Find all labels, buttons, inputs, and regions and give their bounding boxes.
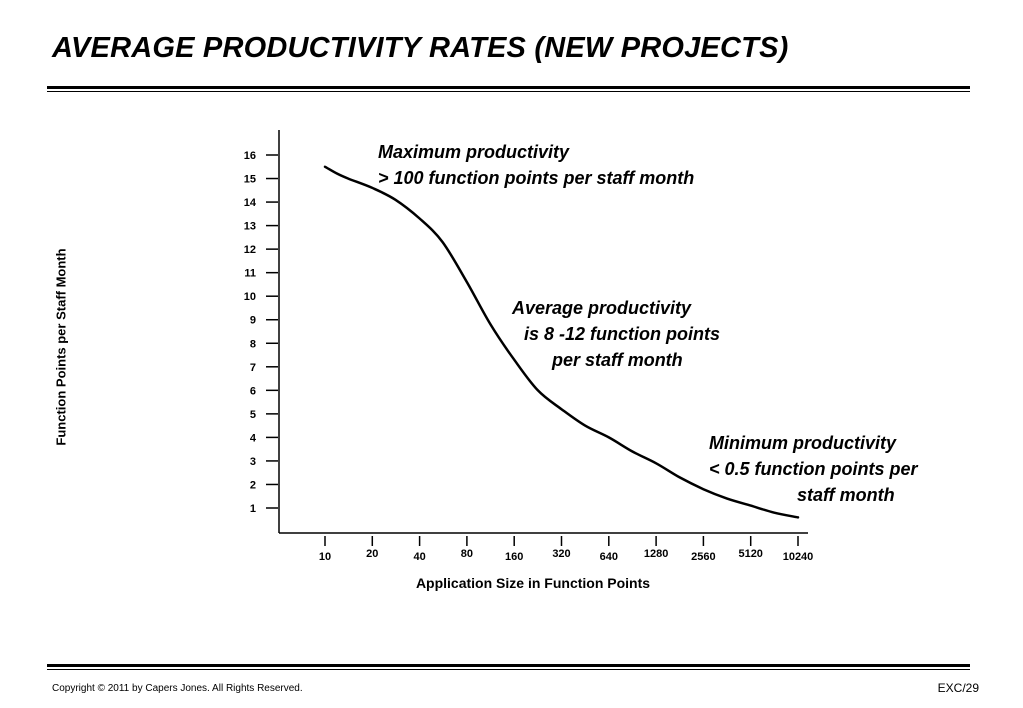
page-id: EXC/29 — [937, 681, 979, 695]
y-tick-label: 13 — [244, 221, 256, 233]
y-tick-label: 2 — [250, 479, 256, 491]
y-tick-label: 4 — [250, 432, 257, 444]
annotation-maximum-line2: > 100 function points per staff month — [378, 168, 695, 188]
x-tick-label: 10 — [319, 551, 331, 563]
annotation-average-line1: Average productivity — [512, 298, 692, 318]
annotation-minimum: Minimum productivity < 0.5 function poin… — [709, 430, 918, 508]
annotation-minimum-line3: staff month — [797, 485, 895, 505]
top-divider — [47, 86, 970, 89]
y-tick-label: 3 — [250, 456, 256, 468]
x-tick-label: 1280 — [644, 548, 668, 560]
x-tick-label: 40 — [413, 551, 425, 563]
y-tick-label: 9 — [250, 315, 256, 327]
y-tick-label: 10 — [244, 291, 256, 303]
bottom-divider — [47, 664, 970, 667]
x-tick-label: 160 — [505, 551, 523, 563]
annotation-maximum: Maximum productivity > 100 function poin… — [378, 139, 694, 191]
y-tick-label: 16 — [244, 150, 256, 162]
y-tick-label: 5 — [250, 409, 256, 421]
annotation-minimum-line1: Minimum productivity — [709, 433, 897, 453]
y-tick-label: 6 — [250, 385, 256, 397]
x-ticks: 10 20 40 80 160 320 640 1280 2560 5120 10240 — [319, 536, 813, 563]
top-divider-thin — [47, 91, 970, 92]
y-tick-label: 11 — [244, 268, 256, 280]
annotation-average-line2: is 8 -12 function points — [524, 324, 721, 344]
x-axis-label: Application Size in Function Points — [415, 575, 651, 591]
x-tick-label: 80 — [461, 548, 473, 560]
slide-title: AVERAGE PRODUCTIVITY RATES (NEW PROJECTS… — [52, 32, 789, 64]
y-axis-label: Function Points per Staff Month — [53, 248, 69, 446]
x-tick-label: 2560 — [691, 551, 715, 563]
y-tick-label: 15 — [244, 174, 256, 186]
y-tick-label: 14 — [244, 197, 257, 209]
annotation-average-line3: per staff month — [552, 350, 683, 370]
y-tick-label: 1 — [250, 503, 256, 515]
annotation-minimum-line2: < 0.5 function points per — [709, 459, 918, 479]
x-tick-label: 5120 — [738, 548, 762, 560]
x-tick-label: 640 — [600, 551, 618, 563]
copyright-notice: Copyright © 2011 by Capers Jones. All Ri… — [52, 683, 303, 694]
annotation-average: Average productivity is 8 -12 function p… — [512, 295, 720, 373]
y-tick-label: 12 — [244, 244, 256, 256]
x-tick-label: 20 — [366, 548, 378, 560]
y-tick-label: 8 — [250, 338, 256, 350]
annotation-maximum-line1: Maximum productivity — [378, 142, 570, 162]
bottom-divider-thin — [47, 669, 970, 670]
y-tick-label: 7 — [250, 362, 256, 374]
x-tick-label: 320 — [552, 548, 570, 560]
x-tick-label: 10240 — [783, 551, 814, 563]
productivity-curve — [323, 165, 800, 519]
